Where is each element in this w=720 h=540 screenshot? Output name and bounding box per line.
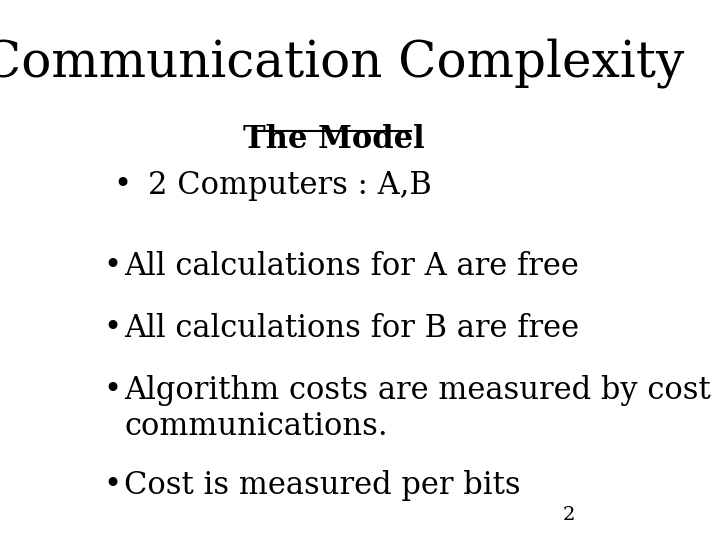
Text: •: • bbox=[114, 170, 132, 201]
Text: 2: 2 bbox=[563, 506, 575, 524]
Text: •: • bbox=[103, 470, 121, 501]
Text: Cost is measured per bits: Cost is measured per bits bbox=[124, 470, 521, 501]
Text: The Model: The Model bbox=[243, 124, 425, 155]
Text: •: • bbox=[103, 313, 121, 344]
Text: •: • bbox=[103, 375, 121, 406]
Text: All calculations for A are free: All calculations for A are free bbox=[124, 251, 579, 282]
Text: Algorithm costs are measured by cost of
communications.: Algorithm costs are measured by cost of … bbox=[124, 375, 720, 442]
Text: All calculations for B are free: All calculations for B are free bbox=[124, 313, 579, 344]
Text: 2 Computers : A,B: 2 Computers : A,B bbox=[148, 170, 431, 201]
Text: •: • bbox=[103, 251, 121, 282]
Text: Communication Complexity: Communication Complexity bbox=[0, 38, 685, 88]
